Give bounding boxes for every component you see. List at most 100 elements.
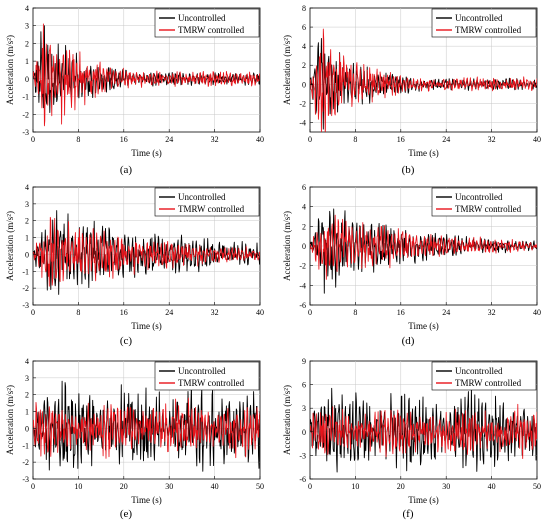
y-tick-label: -2 — [22, 110, 29, 119]
x-tick-label: 32 — [211, 308, 219, 317]
y-tick-label: 0 — [25, 424, 29, 433]
y-tick-label: 2 — [25, 391, 29, 400]
y-tick-label: 2 — [25, 217, 29, 226]
x-tick-label: 40 — [533, 135, 541, 144]
x-tick-label: 24 — [442, 135, 450, 144]
x-axis-label: Time (s) — [408, 495, 438, 505]
y-tick-label: 0 — [302, 428, 306, 437]
y-tick-label: -1 — [22, 441, 29, 450]
legend-box — [431, 361, 537, 391]
y-tick-label: -4 — [299, 118, 306, 127]
y-tick-label: 1 — [25, 234, 29, 243]
y-tick-label: -3 — [22, 128, 29, 137]
chart-panel-5: 0 10 20 30 40 50 -3 -2 -1 0 1 2 3 4 Time (s) Accelerati… — [5, 357, 264, 520]
y-tick-label: 4 — [25, 4, 29, 13]
x-tick-label: 50 — [533, 482, 541, 491]
series-line-tmrw-controlled — [310, 28, 537, 132]
y-tick-label: -3 — [22, 301, 29, 310]
legend-box — [431, 8, 537, 38]
x-axis-label: Time (s) — [408, 148, 438, 158]
y-tick-label: 4 — [25, 357, 29, 366]
panel-label: (e) — [120, 508, 133, 520]
x-tick-label: 0 — [31, 308, 35, 317]
panel-label: (f) — [403, 508, 414, 520]
y-tick-label: 2 — [302, 61, 306, 70]
x-tick-label: 30 — [442, 482, 450, 491]
series-line-tmrw-controlled — [33, 216, 260, 287]
x-tick-label: 16 — [397, 135, 405, 144]
x-tick-label: 0 — [308, 308, 312, 317]
y-tick-label: 4 — [302, 42, 306, 51]
x-tick-label: 0 — [31, 135, 35, 144]
x-tick-label: 40 — [211, 482, 219, 491]
y-axis-label: Acceleration (m/s²) — [282, 35, 292, 105]
legend: Uncontrolled TMRW controlled — [154, 361, 260, 391]
chart-panel-6: 0 10 20 30 40 50 -6 -3 0 3 6 9 Time (s) Acceleration … — [282, 357, 541, 520]
x-tick-label: 30 — [165, 482, 173, 491]
y-axis-label: Acceleration (m/s²) — [5, 35, 15, 105]
legend-entry: Uncontrolled — [455, 13, 503, 23]
x-axis-label: Time (s) — [131, 148, 161, 158]
legend: Uncontrolled TMRW controlled — [154, 187, 260, 217]
chart-panel-3: 0 8 16 24 32 40 -3 -2 -1 0 1 2 3 4 Time (s) Acceleratio… — [5, 183, 264, 347]
x-tick-label: 32 — [488, 135, 496, 144]
series-line-tmrw-controlled — [310, 214, 537, 280]
x-tick-label: 20 — [397, 482, 405, 491]
x-tick-label: 0 — [308, 135, 312, 144]
legend: Uncontrolled TMRW controlled — [431, 187, 537, 217]
y-axis-label: Acceleration (m/s²) — [282, 385, 292, 455]
y-tick-label: 0 — [302, 80, 306, 89]
x-tick-label: 40 — [256, 308, 264, 317]
y-tick-label: -3 — [22, 475, 29, 484]
y-tick-label: 2 — [302, 222, 306, 231]
x-tick-label: 32 — [211, 135, 219, 144]
legend-box — [154, 187, 260, 217]
legend-entry: TMRW controlled — [455, 25, 522, 35]
series-line-tmrw-controlled — [310, 403, 537, 460]
legend-entry: TMRW controlled — [178, 204, 245, 214]
legend-box — [154, 8, 260, 38]
y-tick-label: -1 — [22, 93, 29, 102]
x-tick-label: 24 — [165, 308, 173, 317]
y-tick-label: 3 — [25, 374, 29, 383]
x-axis-label: Time (s) — [131, 321, 161, 331]
y-axis-label: Acceleration (m/s²) — [282, 211, 292, 281]
x-tick-label: 8 — [76, 308, 80, 317]
x-tick-label: 40 — [488, 482, 496, 491]
y-tick-label: -2 — [22, 284, 29, 293]
legend-entry: TMRW controlled — [455, 378, 522, 388]
x-axis-label: Time (s) — [131, 495, 161, 505]
y-tick-label: 1 — [25, 57, 29, 66]
x-tick-label: 0 — [31, 482, 35, 491]
panel-label: (a) — [120, 164, 133, 176]
x-tick-label: 32 — [488, 308, 496, 317]
x-tick-label: 16 — [397, 308, 405, 317]
legend-entry: Uncontrolled — [178, 192, 226, 202]
legend-entry: Uncontrolled — [455, 192, 503, 202]
legend: Uncontrolled TMRW controlled — [431, 8, 537, 38]
y-tick-label: -2 — [299, 262, 306, 271]
y-tick-label: 0 — [25, 75, 29, 84]
x-tick-label: 8 — [76, 135, 80, 144]
x-tick-label: 10 — [74, 482, 82, 491]
series-line-uncontrolled — [33, 380, 260, 472]
y-axis-label: Acceleration (m/s²) — [5, 385, 15, 455]
legend-box — [154, 361, 260, 391]
y-tick-label: -2 — [22, 458, 29, 467]
y-tick-label: 3 — [25, 22, 29, 31]
legend-entry: Uncontrolled — [455, 366, 503, 376]
y-tick-label: 2 — [25, 39, 29, 48]
y-tick-label: 6 — [302, 381, 306, 390]
series-line-uncontrolled — [310, 38, 537, 130]
x-tick-label: 8 — [353, 135, 357, 144]
y-tick-label: -6 — [299, 301, 306, 310]
series-line-tmrw-controlled — [33, 23, 260, 127]
x-tick-label: 40 — [533, 308, 541, 317]
x-axis-label: Time (s) — [408, 321, 438, 331]
x-tick-label: 16 — [120, 308, 128, 317]
y-tick-label: -3 — [299, 451, 306, 460]
panel-label: (d) — [402, 335, 415, 347]
x-tick-label: 50 — [256, 482, 264, 491]
y-tick-label: 0 — [302, 242, 306, 251]
